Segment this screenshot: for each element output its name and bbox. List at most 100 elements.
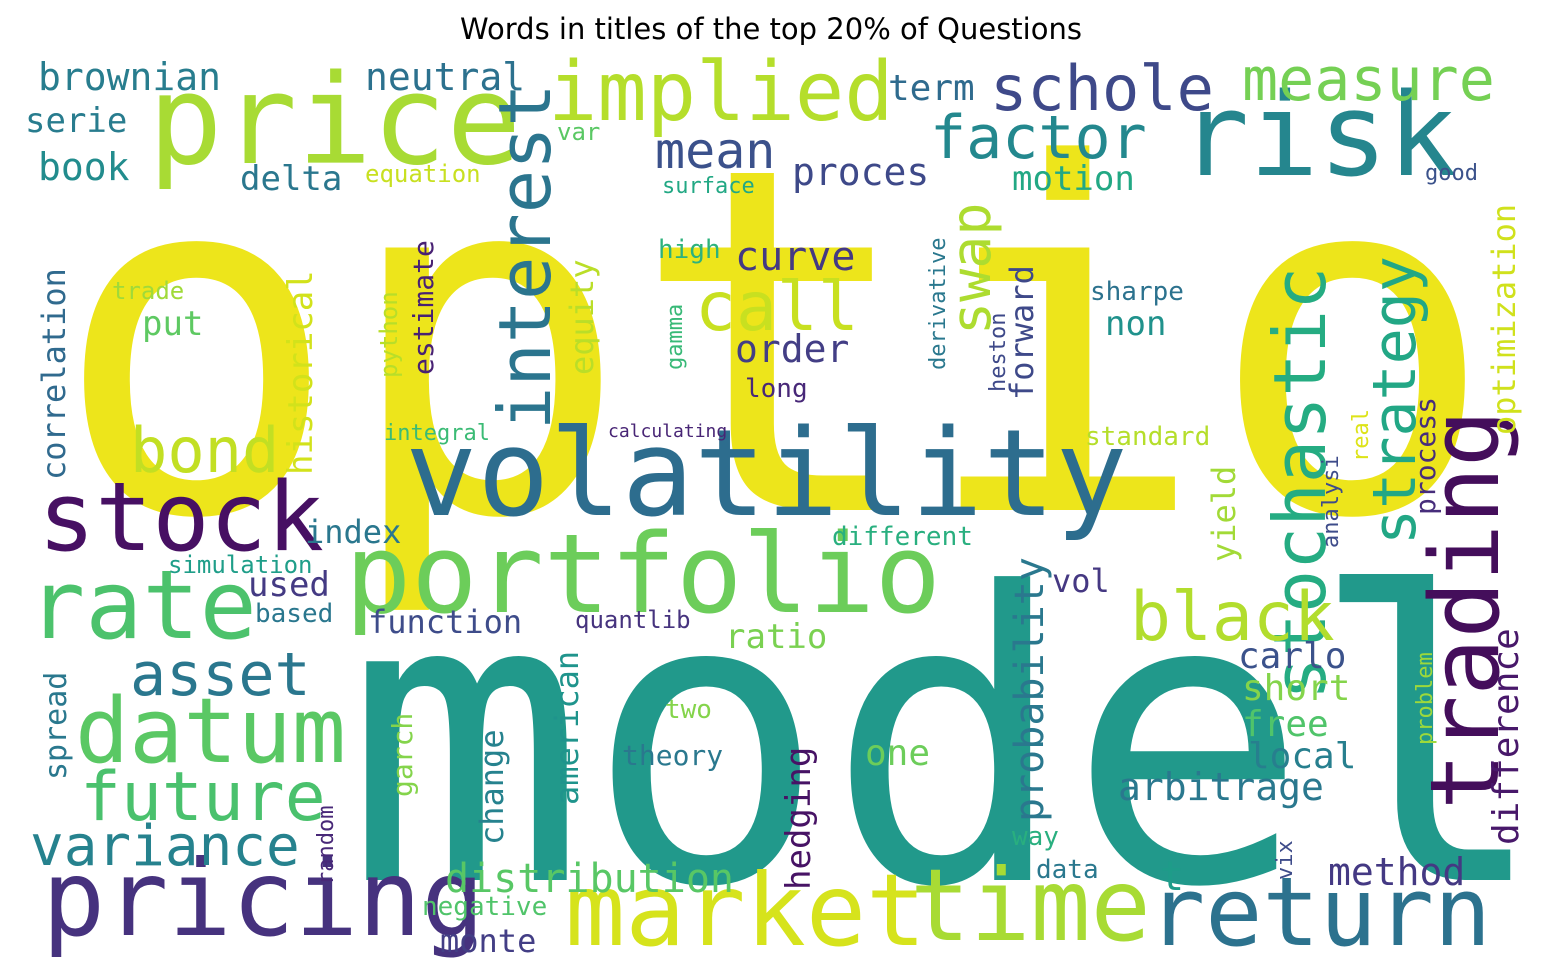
word-curve: curve [735,234,855,280]
word-equity: equity [563,259,601,375]
word-free: free [1242,704,1329,745]
word-interest: interest [483,83,567,430]
word-volatility: volatility [405,405,1127,544]
word-derivative: derivative [926,238,951,370]
word-serie: serie [25,101,127,141]
word-forward: forward [1003,265,1041,400]
word-index: index [305,513,401,551]
word-good: good [1425,161,1478,186]
word-bond: bond [130,414,279,487]
word-trading: trading [1411,410,1521,810]
word-high: high [658,235,721,265]
word-different: different [832,522,973,552]
word-motion: motion [1012,159,1135,199]
word-arbitrage: arbitrage [1118,765,1324,809]
word-python: python [375,291,403,378]
word-ratio: ratio [725,617,827,657]
word-brownian: brownian [38,55,221,99]
word-factor: factor [930,103,1147,173]
word-variance: variance [30,814,300,879]
word-risk: risk [1180,69,1457,203]
word-rate: rate [28,551,257,661]
word-vix: vix [1273,840,1298,880]
word-short: short [1242,668,1350,709]
word-call: call [695,268,859,347]
word-method: method [1328,850,1465,894]
word-non: non [1105,304,1166,344]
word-vol: vol [1052,562,1110,600]
word-negative: negative [422,892,547,922]
word-change: change [473,729,511,845]
word-hedging: hedging [779,747,819,890]
word-time: time [910,847,1151,964]
word-option: option [52,65,1542,624]
word-two: two [665,695,712,725]
word-measure: measure [1242,45,1495,115]
word-american: american [548,651,586,805]
word-proces: proces [792,150,929,194]
word-mean: mean [655,122,775,180]
word-theory: theory [622,739,723,772]
word-price: price [148,49,521,193]
word-integral: integral [384,421,490,446]
word-portfolio: portfolio [345,510,941,638]
word-sharpe: sharpe [1090,277,1184,307]
word-estimate: estimate [407,240,440,375]
word-trade: trade [112,277,184,305]
word-t: t [1160,854,1184,900]
word-stock: stock [38,463,324,573]
word-black: black [1130,578,1335,657]
word-future: future [80,758,326,837]
word-pricing: pricing [42,838,485,960]
word-standard: standard [1085,422,1210,452]
word-spread: spread [39,672,74,780]
word-schole: schole [990,52,1214,125]
word-real: real [1349,409,1374,462]
word-gamma: gamma [663,304,688,370]
word-historical: historical [281,270,321,475]
word-strategy: strategy [1360,256,1430,545]
word-random: random [314,806,339,885]
word-model: model [345,510,1542,975]
word-neutral: neutral [365,55,525,99]
word-var: var [557,118,600,146]
word-optimization: optimization [1485,204,1523,435]
word-correlation: correlation [35,268,73,480]
word-one: one [865,733,930,774]
word-market: market [565,852,926,969]
word-way: way [1012,822,1059,852]
word-quantlib: quantlib [575,606,691,634]
word-datum: datum [75,679,346,784]
word-carlo: carlo [1238,636,1346,677]
word-delta: delta [240,159,342,199]
chart-title: Words in titles of the top 20% of Questi… [460,12,1082,46]
word-data: data [1036,855,1099,885]
word-process: process [1409,397,1442,515]
word-return: return [1148,858,1491,968]
word-distribution: distribution [445,856,734,902]
word-analysi: analysi [1319,455,1344,548]
word-book: book [38,145,130,189]
word-swap: swap [939,203,1003,335]
word-monte: monte [440,922,536,960]
word-probability: probability [1007,557,1053,822]
word-surface: surface [662,174,755,199]
word-function: function [368,603,522,641]
word-problem: problem [1413,652,1438,745]
word-garch: garch [386,713,419,797]
word-difference: difference [1486,628,1527,845]
word-implied: implied [548,45,894,140]
word-calculating: calculating [608,421,727,442]
word-local: local [1248,736,1356,777]
word-stochastic: stochastic [1258,267,1342,700]
word-equation: equation [365,160,481,188]
word-heston: heston [986,313,1011,392]
word-based: based [255,599,333,629]
word-order: order [735,327,849,371]
word-long: long [745,374,808,404]
word-yield: yield [1205,466,1243,562]
word-used: used [248,565,330,605]
word-term: term [888,68,975,109]
word-put: put [142,304,203,344]
